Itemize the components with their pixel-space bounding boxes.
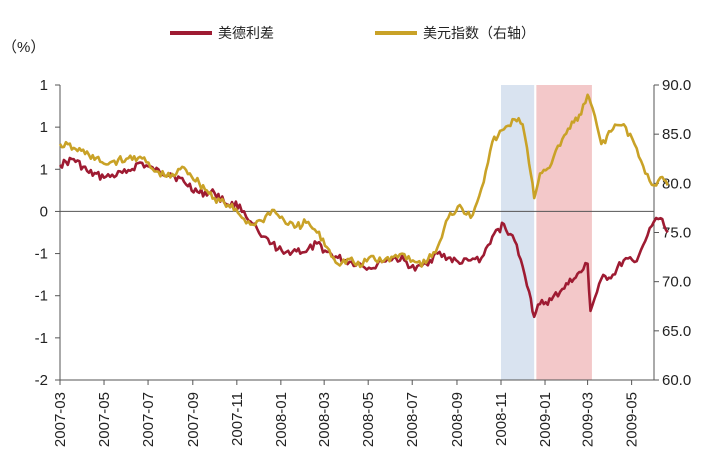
y-left-tick-label: -1 <box>35 288 48 305</box>
x-tick-label: 2008-09 <box>449 392 466 447</box>
y-right-tick-label: 80.0 <box>662 175 691 192</box>
legend-label-dxy: 美元指数（右轴） <box>423 26 535 42</box>
y-right-tick-label: 90.0 <box>662 77 691 94</box>
x-tick-label: 2007-03 <box>52 392 69 447</box>
x-tick-label: 2007-11 <box>229 392 246 446</box>
x-tick-label: 2007-07 <box>140 392 157 447</box>
y-right-tick-label: 75.0 <box>662 225 691 242</box>
y-left-tick-label: 1 <box>40 119 48 136</box>
x-tick-label: 2009-01 <box>537 392 554 447</box>
y-right-tick-label: 85.0 <box>662 126 691 143</box>
x-tick-label: 2008-07 <box>404 392 421 447</box>
y-right-tick-label: 70.0 <box>662 274 691 291</box>
series-line-1 <box>58 93 669 269</box>
series-lines <box>58 93 669 319</box>
x-tick-label: 2009-05 <box>624 392 641 447</box>
axes: -2 -1 -1 -1 0 1 1 1 60.0 65.0 70.0 75.0 80.0 85.0 90.0… <box>35 77 692 447</box>
x-tick-label: 2008-03 <box>316 392 333 447</box>
y-right-tick-label: 65.0 <box>662 323 691 340</box>
y-right-tick-label: 60.0 <box>662 372 691 389</box>
legend: 美德利差 美元指数（右轴） <box>170 26 535 42</box>
y-left-tick-label: 0 <box>40 203 48 220</box>
x-tick-label: 2008-05 <box>360 392 377 447</box>
y-left-tick-label: -1 <box>35 330 48 347</box>
y-left-tick-label: -2 <box>35 372 48 389</box>
x-tick-label: 2009-03 <box>580 392 597 447</box>
legend-label-spread: 美德利差 <box>218 26 274 42</box>
y-left-tick-label: 1 <box>40 77 48 94</box>
y-left-tick-label: 1 <box>40 161 48 178</box>
x-tick-label: 2007-05 <box>96 392 113 447</box>
x-tick-label: 2007-09 <box>185 392 202 447</box>
shaded-regions <box>500 85 592 380</box>
x-tick-label: 2008-11 <box>493 392 510 446</box>
shaded-region-1 <box>536 85 592 380</box>
y-axis-unit-label: （%） <box>2 39 45 56</box>
y-left-tick-label: -1 <box>35 246 48 263</box>
x-tick-label: 2008-01 <box>273 392 290 447</box>
